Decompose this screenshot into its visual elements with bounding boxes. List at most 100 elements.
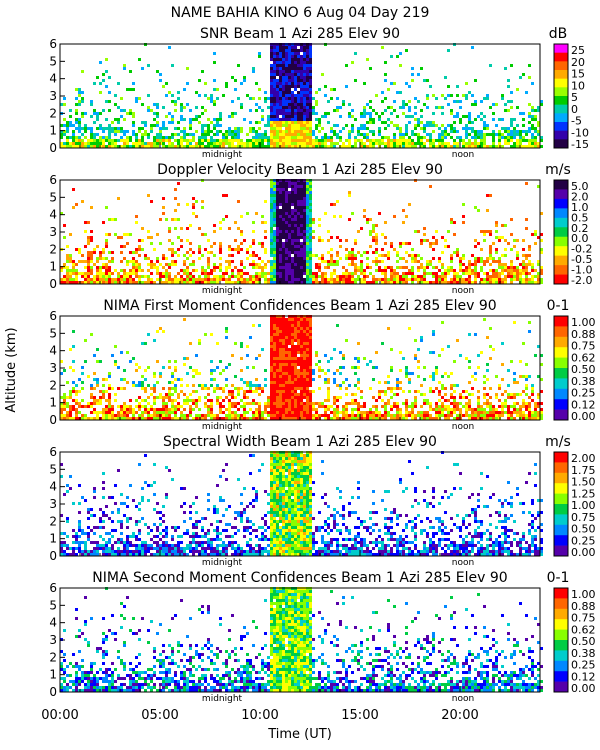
y-tick-label: 1: [49, 396, 57, 410]
colorbar-unit: m/s: [545, 162, 571, 178]
panel-title: NIMA First Moment Confidences Beam 1 Azi…: [103, 298, 496, 314]
colorbar-label: 5: [571, 91, 578, 104]
panel-title: Doppler Velocity Beam 1 Azi 285 Elev 90: [157, 162, 443, 178]
colorbar-swatch: [554, 236, 568, 247]
colorbar-label: 0.50: [571, 635, 596, 648]
colorbar-frame: [553, 179, 569, 285]
noon-label: noon: [452, 286, 474, 296]
y-tick-label: 4: [49, 480, 57, 494]
colorbar-swatch: [554, 198, 568, 209]
y-tick-label: 6: [49, 581, 57, 595]
colorbar-swatch: [554, 189, 568, 200]
colorbar-swatch: [554, 227, 568, 238]
colorbar-label: 0.12: [571, 670, 596, 683]
y-tick-label: 6: [49, 37, 57, 51]
colorbar-swatch: [554, 681, 568, 693]
colorbar-swatch: [554, 650, 568, 662]
y-tick-label: 2: [49, 242, 57, 256]
colorbar-label: 0.25: [571, 659, 596, 672]
colorbar-label: 0.88: [571, 328, 596, 341]
x-tick-label: 15:00: [341, 708, 378, 723]
colorbar-swatch: [554, 44, 568, 53]
noon-label: noon: [452, 150, 474, 160]
colorbar-label: 0.50: [571, 523, 596, 536]
y-tick-label: 4: [49, 72, 57, 86]
colorbar-label: 2.00: [571, 452, 596, 465]
colorbar-unit: 0-1: [547, 570, 570, 586]
colorbar-label: 10: [571, 79, 585, 92]
colorbar-swatch: [554, 588, 568, 599]
colorbar-swatch: [554, 265, 568, 275]
colorbar-unit: m/s: [545, 434, 571, 450]
y-tick-label: 0: [49, 277, 57, 291]
y-tick-label: 0: [49, 549, 57, 563]
y-tick-label: 5: [49, 598, 57, 612]
colorbar-swatch: [554, 388, 568, 400]
colorbar-swatch: [554, 316, 568, 327]
colorbar-label: 15: [571, 68, 585, 81]
y-tick-label: 4: [49, 208, 57, 222]
y-tick-label: 6: [49, 445, 57, 459]
colorbar-swatch: [554, 52, 568, 62]
panel-4: Spectral Width Beam 1 Azi 285 Elev 90 m/s…: [49, 434, 595, 568]
y-tick-label: 5: [49, 462, 57, 476]
colorbar-swatch: [554, 61, 568, 71]
midnight-label: midnight: [202, 150, 243, 160]
x-tick-label: 05:00: [141, 708, 178, 723]
colorbar-label: 1.25: [571, 487, 596, 500]
colorbar-swatch: [554, 246, 568, 256]
y-tick-label: 4: [49, 344, 57, 358]
colorbar-label: 0.62: [571, 351, 596, 364]
colorbar: 1.000.880.750.620.500.380.250.120.00: [553, 587, 596, 695]
y-tick-label: 0: [49, 685, 57, 699]
x-tick-label: 20:00: [441, 708, 478, 723]
y-tick-label: 3: [49, 225, 57, 239]
colorbar-swatch: [554, 598, 568, 610]
noon-label: noon: [452, 422, 474, 432]
colorbar-swatch: [554, 96, 568, 105]
colorbar-label: 0.75: [571, 340, 596, 353]
colorbar-label: 20: [571, 56, 585, 69]
colorbar-swatch: [554, 87, 568, 97]
colorbar-swatch: [554, 378, 568, 390]
colorbar-label: 0.00: [571, 410, 596, 423]
y-tick-label: 2: [49, 378, 57, 392]
colorbar-swatch: [554, 640, 568, 651]
colorbar-label: 0.25: [571, 387, 596, 400]
colorbar-swatch: [554, 671, 568, 682]
y-tick-label: 4: [49, 616, 57, 630]
y-tick-label: 1: [49, 532, 57, 546]
colorbar-swatch: [554, 347, 568, 358]
colorbar-label: 0.5: [571, 211, 589, 224]
colorbar-label: 0.00: [571, 682, 596, 695]
colorbar-swatch: [554, 472, 568, 484]
colorbar-label: 0.2: [571, 222, 589, 235]
colorbar-swatch: [554, 357, 568, 369]
colorbar-label: 1.50: [571, 476, 596, 489]
colorbar-label: -1.0: [571, 264, 592, 277]
y-tick-label: 5: [49, 54, 57, 68]
panels: SNR Beam 1 Azi 285 Elev 90 dB 0 1 2 3 4 5 6 midni…: [49, 26, 595, 704]
noon-label: noon: [452, 694, 474, 704]
colorbar-swatch: [554, 660, 568, 672]
colorbar-label: 2.0: [571, 190, 589, 203]
colorbar-label: 1.75: [571, 464, 596, 477]
colorbar-frame: [553, 43, 569, 149]
y-tick-label: 2: [49, 650, 57, 664]
colorbar-label: 0.75: [571, 511, 596, 524]
colorbar: 5.02.01.00.50.20.0-0.2-0.5-1.0-2.0: [553, 179, 592, 287]
colorbar-swatch: [554, 139, 568, 149]
figure-title: NAME BAHIA KINO 6 Aug 04 Day 219: [171, 5, 430, 21]
colorbar-swatch: [554, 504, 568, 515]
x-tick-label: 10:00: [241, 708, 278, 723]
colorbar-unit: 0-1: [547, 298, 570, 314]
colorbar-swatch: [554, 629, 568, 641]
colorbar-swatch: [554, 326, 568, 338]
y-tick-label: 6: [49, 173, 57, 187]
colorbar-label: 0.88: [571, 600, 596, 613]
panel-title: Spectral Width Beam 1 Azi 285 Elev 90: [163, 434, 437, 450]
colorbar-swatch: [554, 368, 568, 379]
colorbar-label: 1.00: [571, 499, 596, 512]
y-tick-label: 0: [49, 413, 57, 427]
panel-3: NIMA First Moment Confidences Beam 1 Azi…: [49, 298, 595, 432]
